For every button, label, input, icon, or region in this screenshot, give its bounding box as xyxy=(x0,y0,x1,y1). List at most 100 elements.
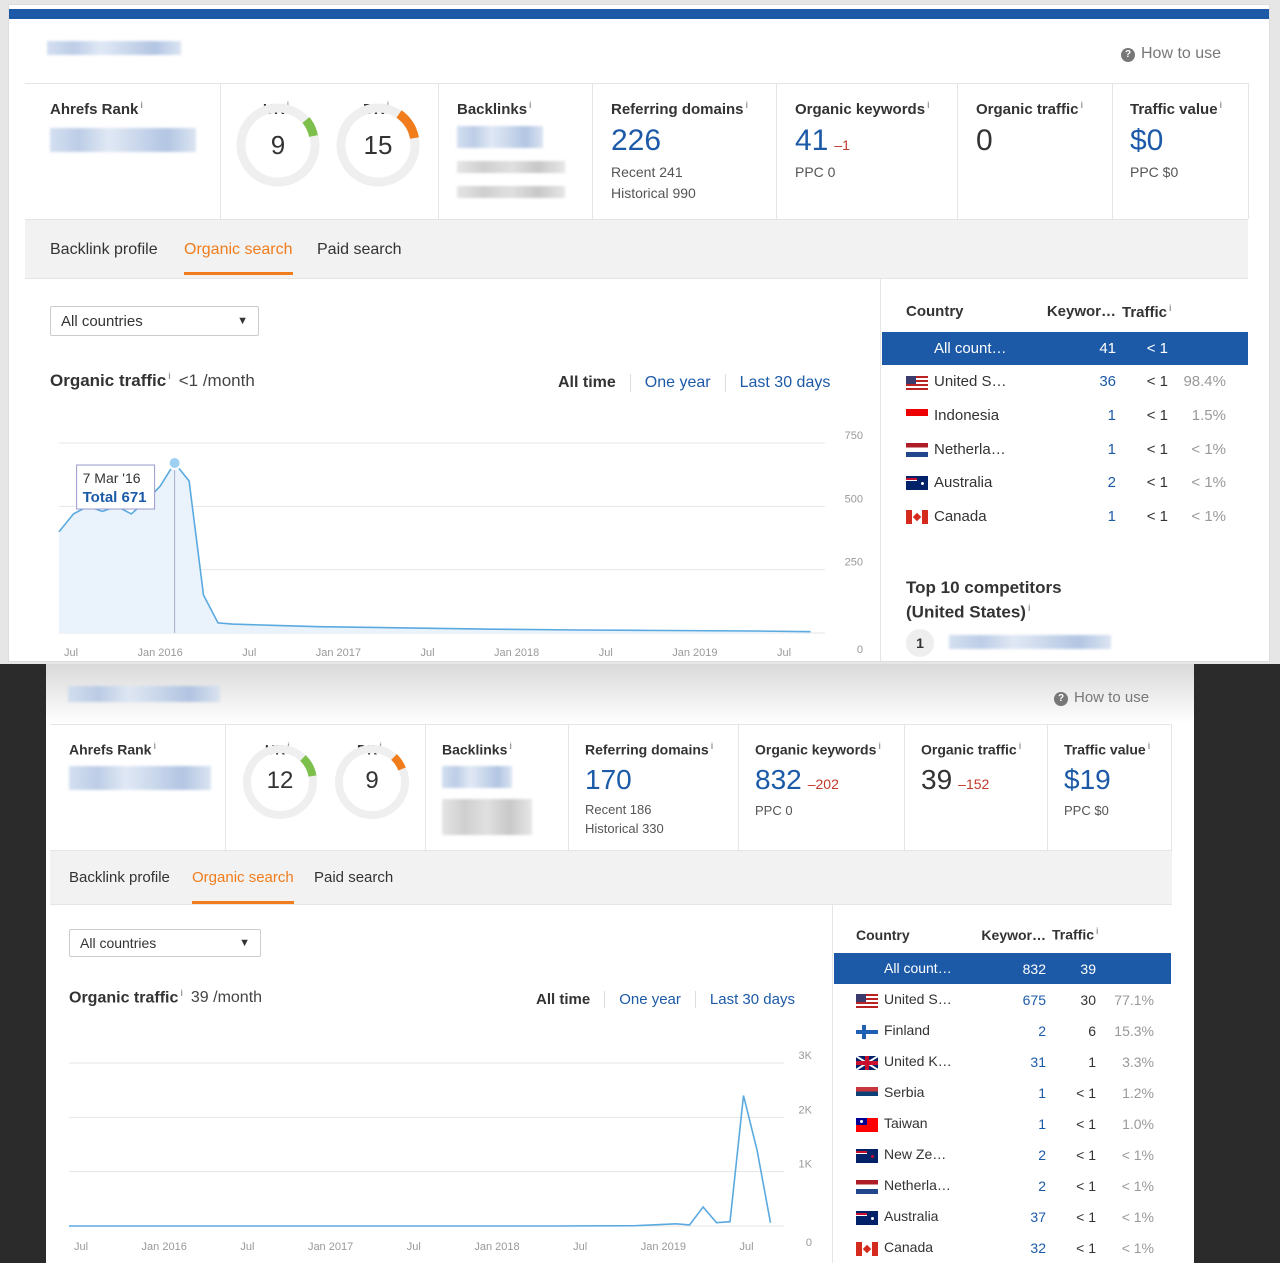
country-share: < 1% xyxy=(1191,474,1226,492)
country-keywords[interactable]: 675 xyxy=(1022,991,1046,1008)
country-name: Finland xyxy=(884,1022,930,1039)
tab-paid-search[interactable]: Paid search xyxy=(317,241,402,258)
country-row[interactable]: United K… 31 1 3.3% xyxy=(834,1046,1171,1077)
country-keywords[interactable]: 41 xyxy=(1099,339,1116,357)
organic-keywords-change: –1 xyxy=(834,137,850,153)
info-icon[interactable]: i xyxy=(927,100,930,110)
how-to-use-link[interactable]: ? How to use xyxy=(1121,45,1221,63)
country-name: New Ze… xyxy=(884,1146,947,1163)
info-icon[interactable]: i xyxy=(1147,741,1151,751)
referring-domains-card: Referring domains i 226 Recent 241 Histori… xyxy=(593,84,777,219)
dr-gauge xyxy=(336,103,420,187)
country-keywords[interactable]: 1 xyxy=(1038,1084,1046,1101)
country-row[interactable]: Indonesia 1 < 1 1.5% xyxy=(882,399,1248,433)
country-row[interactable]: United S… 675 30 77.1% xyxy=(834,984,1171,1015)
country-row[interactable]: New Ze… 2 < 1 < 1% xyxy=(834,1139,1171,1170)
tab-organic-search[interactable]: Organic search xyxy=(192,869,294,904)
tab-backlink-profile[interactable]: Backlink profile xyxy=(50,241,158,258)
country-row[interactable]: Australia 37 < 1 < 1% xyxy=(834,1201,1171,1232)
col-country[interactable]: Country xyxy=(856,926,910,943)
ur-dr-card: UR i 9 DR i 15 xyxy=(221,84,439,219)
country-row[interactable]: All count… 41 < 1 xyxy=(882,331,1248,366)
range-all-time[interactable]: All time xyxy=(522,991,606,1008)
referring-domains-value[interactable]: 170 xyxy=(585,763,632,795)
info-icon[interactable]: i xyxy=(1096,926,1099,937)
country-row[interactable]: All count… 832 39 xyxy=(834,953,1171,984)
range-one-year[interactable]: One year xyxy=(631,374,726,392)
country-keywords[interactable]: 832 xyxy=(1022,960,1046,977)
country-keywords[interactable]: 2 xyxy=(1038,1022,1046,1039)
country-share: < 1% xyxy=(1121,1208,1154,1225)
country-share: < 1% xyxy=(1191,507,1226,525)
info-icon[interactable]: i xyxy=(1080,100,1084,110)
country-keywords[interactable]: 31 xyxy=(1030,1053,1046,1070)
y-tick-label: 1K xyxy=(799,1159,813,1171)
country-name: Netherla… xyxy=(934,440,1006,458)
organic-keywords-value[interactable]: 41 xyxy=(795,124,829,157)
country-row[interactable]: Canada 32 < 1 < 1% xyxy=(834,1232,1171,1263)
country-panel xyxy=(832,905,1172,1263)
country-keywords[interactable]: 1 xyxy=(1107,407,1116,425)
organic-traffic-chart[interactable]: 750 500 250 0 Jul Jan 2016 Jul Jan 2017 Jul Jan 2… xyxy=(45,415,865,660)
backlinks-value-blurred xyxy=(442,765,512,788)
info-icon[interactable]: i xyxy=(180,988,183,998)
country-keywords[interactable]: 2 xyxy=(1107,474,1116,492)
organic-keywords-value[interactable]: 832 xyxy=(755,763,802,795)
country-row[interactable]: Netherla… 1 < 1 < 1% xyxy=(882,432,1248,466)
country-keywords[interactable]: 37 xyxy=(1030,1208,1046,1225)
country-keywords[interactable]: 32 xyxy=(1030,1239,1046,1256)
country-share: 1.2% xyxy=(1122,1084,1154,1101)
country-select[interactable]: All countries ▼ xyxy=(69,929,261,957)
country-row[interactable]: United S… 36 < 1 98.4% xyxy=(882,365,1248,399)
backlinks-sub2-blurred xyxy=(457,186,565,198)
referring-domains-label: Referring domains xyxy=(611,101,744,118)
country-row[interactable]: Australia 2 < 1 < 1% xyxy=(882,466,1248,500)
info-icon[interactable]: i xyxy=(1027,603,1031,613)
ahrefs-rank-value-blurred xyxy=(69,765,211,790)
range-last-30-days[interactable]: Last 30 days xyxy=(709,991,795,1008)
country-name: Canada xyxy=(884,1239,934,1256)
info-icon[interactable]: i xyxy=(745,100,749,110)
country-keywords[interactable]: 2 xyxy=(1038,1177,1046,1194)
country-row[interactable]: Serbia 1 < 1 1.2% xyxy=(834,1077,1171,1108)
info-icon[interactable]: i xyxy=(153,741,156,751)
tab-organic-search[interactable]: Organic search xyxy=(184,241,293,275)
info-icon[interactable]: i xyxy=(878,741,881,751)
col-traffic[interactable]: Traffic i xyxy=(1052,926,1099,943)
how-to-use-link[interactable]: ? How to use xyxy=(1054,689,1149,706)
country-keywords[interactable]: 1 xyxy=(1107,507,1116,525)
country-row[interactable]: Canada 1 < 1 < 1% xyxy=(882,500,1248,534)
organic-traffic-label: Organic traffic xyxy=(921,741,1017,758)
range-all-time[interactable]: All time xyxy=(544,374,631,392)
col-keywords[interactable]: Keywor… xyxy=(1046,303,1116,321)
country-keywords[interactable]: 36 xyxy=(1099,373,1116,391)
competitor-domain-blurred[interactable] xyxy=(949,635,1111,649)
col-keywords[interactable]: Keywor… xyxy=(981,926,1046,943)
tab-paid-search[interactable]: Paid search xyxy=(314,869,394,886)
tab-backlink-profile[interactable]: Backlink profile xyxy=(69,869,170,886)
country-select[interactable]: All countries ▼ xyxy=(50,306,259,336)
referring-domains-value[interactable]: 226 xyxy=(611,124,662,157)
col-country[interactable]: Country xyxy=(906,303,964,321)
info-icon[interactable]: i xyxy=(1169,302,1172,313)
country-keywords[interactable]: 2 xyxy=(1038,1146,1046,1163)
info-icon[interactable]: i xyxy=(140,100,143,110)
organic-traffic-chart[interactable]: 3K 2K 1K 0 Jul Jan 2016 Jul Jan 2017 Jul Jan 2018… xyxy=(64,1029,814,1254)
info-icon[interactable]: i xyxy=(529,100,532,110)
country-keywords[interactable]: 1 xyxy=(1107,440,1116,458)
info-icon[interactable]: i xyxy=(1018,741,1022,751)
info-icon[interactable]: i xyxy=(1219,100,1223,110)
traffic-value-card: Traffic value i $19 PPC $0 xyxy=(1048,725,1172,850)
flag-id-icon xyxy=(906,409,928,424)
range-last-30-days[interactable]: Last 30 days xyxy=(739,374,831,391)
range-one-year[interactable]: One year xyxy=(605,991,696,1008)
info-icon[interactable]: i xyxy=(710,741,714,751)
country-row[interactable]: Finland 2 6 15.3% xyxy=(834,1015,1171,1046)
country-keywords[interactable]: 1 xyxy=(1038,1115,1046,1132)
info-icon[interactable]: i xyxy=(509,741,512,751)
organic-keywords-card: Organic keywords i 832 –202 PPC 0 xyxy=(739,725,905,850)
info-icon[interactable]: i xyxy=(168,371,171,382)
country-row[interactable]: Taiwan 1 < 1 1.0% xyxy=(834,1108,1171,1139)
country-row[interactable]: Netherla… 2 < 1 < 1% xyxy=(834,1170,1171,1201)
col-traffic[interactable]: Traffic i xyxy=(1122,302,1172,321)
